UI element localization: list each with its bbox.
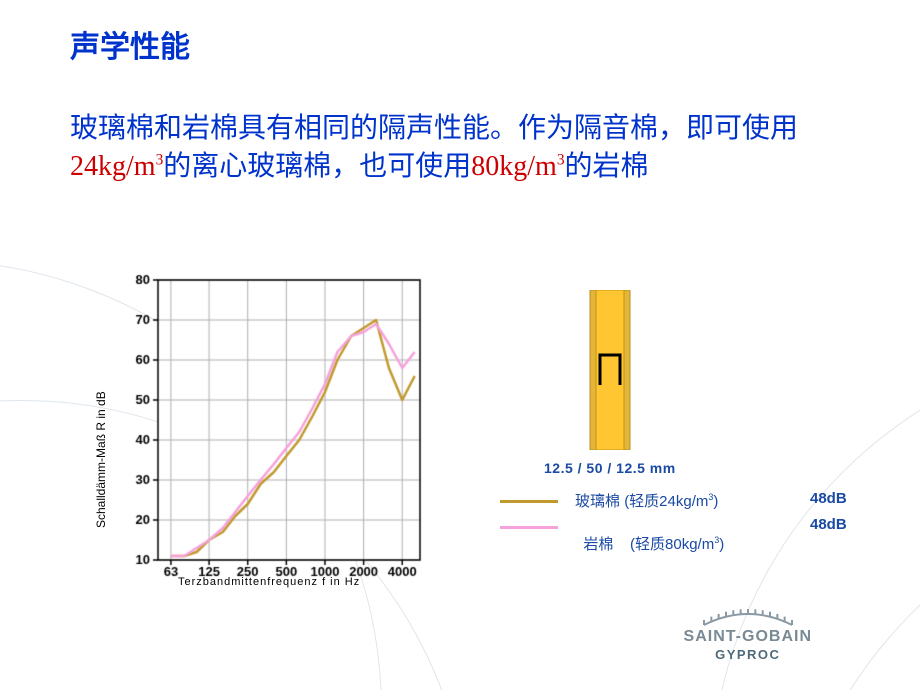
chart-canvas — [100, 270, 440, 590]
acoustic-chart: Schalldämm-Maß R in dB Terzbandmittenfre… — [100, 270, 440, 595]
legend-value-glasswool: 48dB — [810, 490, 847, 507]
legend-name: 岩棉 — [583, 536, 613, 553]
legend-glasswool: 玻璃棉 (轻质24kg/m3) — [575, 490, 718, 511]
logo-line2: GYPROC — [684, 647, 812, 662]
saint-gobain-logo: SAINT-GOBAIN GYPROC — [684, 609, 812, 662]
legend-detail: (轻质80kg/m — [613, 536, 714, 553]
chart-xlabel: Terzbandmittenfrequenz f in Hz — [178, 576, 360, 588]
legend-detail: (轻质24kg/m — [624, 493, 708, 510]
body-prefix: 玻璃棉和岩棉具有相同的隔声性能。作为隔音棉，即可使用 — [70, 113, 798, 144]
legend-detail2: ) — [719, 536, 724, 553]
chart-ylabel: Schalldämm-Maß R in dB — [94, 391, 108, 528]
body-val1: 24kg/m — [70, 151, 156, 182]
slide-title: 声学性能 — [70, 22, 190, 66]
logo-arch-icon — [684, 609, 812, 627]
legend-line-glasswool — [500, 500, 558, 503]
wall-diagram — [560, 290, 660, 450]
wall-label: 12.5 / 50 / 12.5 mm — [544, 460, 676, 476]
wall-svg — [560, 290, 660, 450]
body-suffix: 的岩棉 — [565, 151, 649, 182]
legend-line-rockwool — [500, 526, 558, 529]
body-mid: 的离心玻璃棉，也可使用 — [163, 151, 471, 182]
body-paragraph: 玻璃棉和岩棉具有相同的隔声性能。作为隔音棉，即可使用 24kg/m 3 的离心玻璃棉，… — [70, 110, 880, 186]
legend-name: 玻璃棉 — [575, 493, 620, 510]
logo-line1: SAINT-GOBAIN — [684, 629, 812, 645]
legend-detail2: ) — [713, 493, 718, 510]
legend-rockwool: 岩棉 (轻质80kg/m3) — [575, 516, 724, 554]
legend-value-rockwool: 48dB — [810, 516, 847, 533]
body-val2: 80kg/m — [471, 151, 557, 182]
body-sup2: 3 — [557, 151, 565, 168]
